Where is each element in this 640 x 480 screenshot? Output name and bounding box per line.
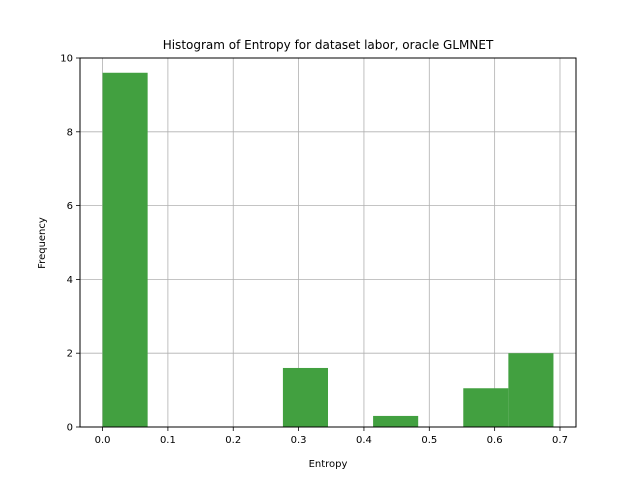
x-tick-label: 0.1 xyxy=(160,435,176,446)
histogram-bar xyxy=(282,367,328,427)
histogram-bar xyxy=(373,415,419,427)
y-tick-label: 10 xyxy=(60,54,73,65)
y-tick-label: 4 xyxy=(67,275,73,286)
x-tick-label: 0.6 xyxy=(487,435,503,446)
y-tick-label: 8 xyxy=(67,127,73,138)
plot-frame xyxy=(79,57,577,428)
x-tick-label: 0.0 xyxy=(95,435,111,446)
histogram-bar xyxy=(508,353,554,427)
y-axis-label: Frequency xyxy=(37,217,48,269)
x-tick-label: 0.5 xyxy=(421,435,437,446)
x-tick-label: 0.2 xyxy=(225,435,241,446)
y-tick-label: 6 xyxy=(67,201,73,212)
x-tick-label: 0.3 xyxy=(291,435,307,446)
bars xyxy=(102,72,554,427)
x-tick-label: 0.4 xyxy=(356,435,372,446)
y-ticks: 0 2 4 6 8 10 xyxy=(60,54,80,434)
chart-title: Histogram of Entropy for dataset labor, … xyxy=(163,38,494,52)
x-axis-label: Entropy xyxy=(309,459,348,470)
histogram-bar xyxy=(102,72,148,427)
histogram-bar xyxy=(463,388,509,427)
y-tick-label: 2 xyxy=(67,349,73,360)
x-tick-label: 0.7 xyxy=(552,435,568,446)
y-tick-label: 0 xyxy=(67,423,73,434)
x-ticks: 0.0 0.1 0.2 0.3 0.4 0.5 0.6 0.7 xyxy=(95,427,568,446)
